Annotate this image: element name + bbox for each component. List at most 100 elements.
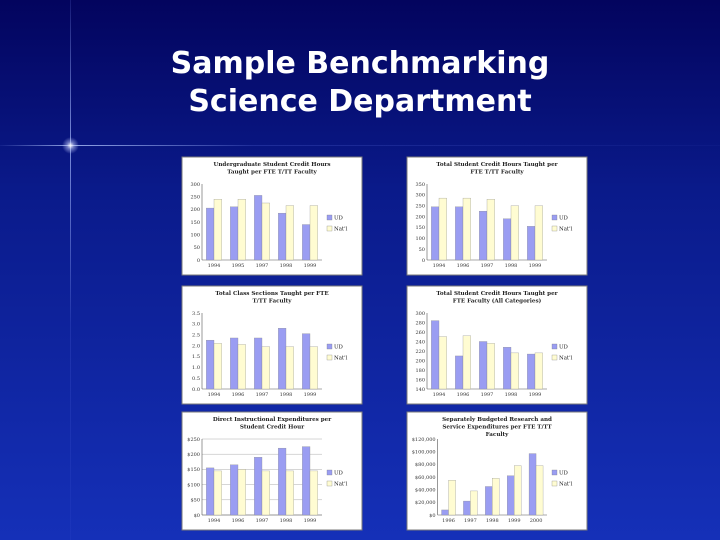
bar-natl	[237, 344, 246, 390]
bar-ud	[463, 500, 471, 516]
y-tick-label: 250	[190, 194, 200, 200]
y-tick-label: 200	[415, 214, 425, 220]
chart-title: Separately Budgeted Research and	[442, 417, 552, 423]
bar-natl	[261, 202, 270, 261]
chart-title: Taught per FTE T/TT Faculty	[227, 170, 317, 176]
y-tick-label: $100,000	[412, 449, 436, 455]
y-tick-label: 2.0	[192, 343, 200, 349]
chart-title: Undergraduate Student Credit Hours	[213, 162, 330, 168]
legend-swatch	[551, 354, 558, 361]
bar-ud	[254, 457, 263, 516]
y-tick-label: 2.5	[192, 333, 200, 339]
bar-natl	[448, 480, 456, 516]
bar-natl	[237, 469, 246, 516]
chart-title: Total Student Credit Hours Taught per	[436, 291, 557, 297]
bar-ud	[528, 453, 537, 516]
bar-ud	[503, 218, 512, 261]
bar-ud	[230, 206, 239, 261]
bar-ud	[254, 195, 263, 261]
chart-title: Total Student Credit Hours Taught per	[436, 162, 557, 168]
y-tick-label: 200	[190, 207, 200, 213]
y-tick-label: 0.5	[192, 376, 200, 382]
bar-ud	[503, 347, 512, 390]
x-tick-label: 1994	[208, 263, 221, 269]
x-tick-label: 1998	[505, 263, 518, 269]
charts-svg: Undergraduate Student Credit Hours Taught…	[181, 156, 588, 531]
decor-star-icon	[62, 137, 79, 154]
x-tick-label: 1996	[457, 392, 470, 398]
chart-grid: Undergraduate Student Credit Hours Taught…	[175, 152, 595, 532]
bar-natl	[213, 470, 222, 516]
x-tick-label: 1998	[280, 518, 293, 524]
y-tick-label: $40,000	[415, 487, 436, 493]
bar-ud	[479, 210, 488, 261]
legend-label: Nat'l	[334, 482, 348, 488]
bar-natl	[309, 205, 318, 261]
legend-label: UD	[334, 471, 344, 477]
bar-ud	[278, 212, 287, 261]
bar-ud	[455, 206, 464, 261]
bar-natl	[486, 199, 495, 261]
y-tick-label: $50	[190, 498, 200, 504]
chart-title: Service Expenditures per FTE T/TT	[442, 425, 552, 431]
x-tick-label: 1997	[256, 392, 269, 398]
y-tick-label: $150	[187, 467, 200, 473]
x-tick-label: 1998	[505, 392, 518, 398]
y-tick-label: 300	[415, 193, 425, 199]
y-tick-label: 3.0	[192, 322, 200, 328]
x-tick-label: 1998	[280, 392, 293, 398]
bar-natl	[237, 199, 246, 261]
y-tick-label: 150	[190, 220, 200, 226]
bar-natl	[462, 335, 471, 390]
bar-ud	[278, 328, 287, 390]
bar-natl	[535, 465, 544, 516]
bar-ud	[431, 320, 440, 390]
x-tick-label: 1997	[481, 263, 494, 269]
legend-label: UD	[334, 216, 344, 222]
x-tick-label: 1994	[208, 392, 221, 398]
legend-label: UD	[559, 345, 569, 351]
bar-natl	[470, 490, 478, 516]
y-tick-label: 50	[194, 245, 200, 251]
bar-ud	[254, 337, 263, 390]
legend-swatch	[551, 225, 558, 232]
x-tick-label: 1999	[529, 263, 542, 269]
y-tick-label: 1.5	[192, 354, 200, 360]
y-tick-label: $250	[187, 437, 200, 443]
x-tick-label: 2000	[530, 518, 543, 524]
y-tick-label: $100	[187, 482, 200, 488]
y-tick-label: 0	[422, 258, 425, 264]
y-tick-label: 100	[415, 236, 425, 242]
bar-natl	[510, 352, 519, 390]
x-tick-label: 1996	[232, 392, 245, 398]
legend-swatch	[326, 354, 333, 361]
x-tick-label: 1997	[256, 518, 269, 524]
bar-ud	[441, 509, 449, 516]
y-tick-label: 50	[419, 247, 425, 253]
chart-title: FTE T/TT Faculty	[470, 170, 524, 176]
chart-1: Undergraduate Student Credit Hours Taught…	[181, 156, 363, 276]
y-tick-label: $0	[429, 513, 435, 519]
bar-ud	[479, 341, 488, 390]
chart-title: T/TT Faculty	[253, 299, 293, 305]
bar-natl	[486, 343, 495, 390]
bar-natl	[309, 470, 318, 516]
legend-label: UD	[559, 471, 569, 477]
x-tick-label: 1994	[433, 263, 446, 269]
y-tick-label: 0.0	[192, 387, 200, 393]
bar-natl	[534, 205, 543, 261]
bar-ud	[302, 446, 311, 516]
legend-swatch	[551, 343, 558, 350]
y-tick-label: 100	[190, 232, 200, 238]
y-tick-label: $20,000	[415, 500, 436, 506]
y-tick-label: 200	[415, 358, 425, 364]
chart-6: Separately Budgeted Research and Service …	[406, 411, 588, 531]
bar-ud	[485, 486, 493, 516]
bar-ud	[507, 475, 515, 516]
legend-swatch	[551, 214, 558, 221]
legend-swatch	[326, 480, 333, 487]
x-tick-label: 1997	[464, 518, 477, 524]
chart-title: Total Class Sections Taught per FTE	[215, 291, 328, 297]
legend-swatch	[326, 214, 333, 221]
bar-natl	[514, 465, 522, 516]
